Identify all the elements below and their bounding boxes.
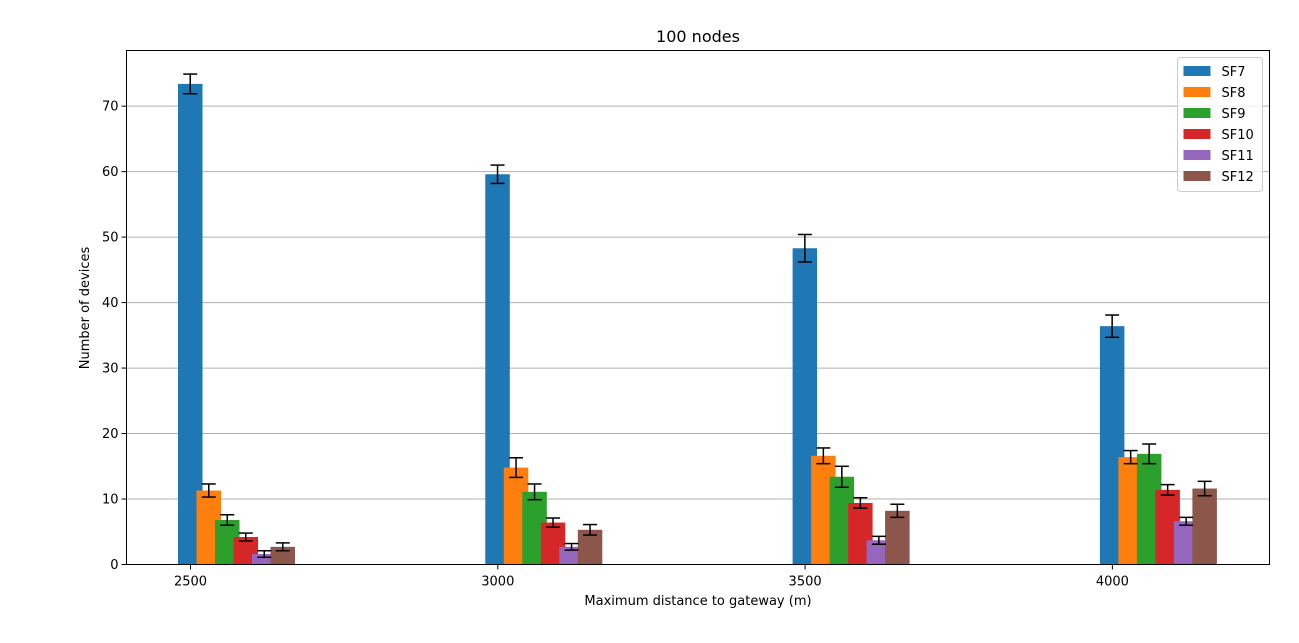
plot-frame — [126, 50, 1270, 565]
y-tick-label: 60 — [102, 165, 119, 180]
legend-swatch-sf10 — [1183, 129, 1211, 139]
gridlines — [126, 105, 1270, 500]
legend-swatch-sf9 — [1183, 108, 1211, 118]
y-tick-label: 20 — [102, 427, 119, 442]
bar-sf11-3000 — [559, 546, 584, 565]
legend-label-sf8: SF8 — [1222, 86, 1246, 101]
x-tick-label: 2500 — [174, 575, 207, 590]
x-axis: 2500 3000 3500 4000 — [174, 564, 1129, 590]
bar-sf11-2500 — [252, 554, 277, 565]
y-axis-label: Number of devices — [78, 247, 93, 370]
y-tick-label: 40 — [102, 296, 119, 311]
bar-sf12-3500 — [885, 510, 910, 565]
bars-group — [178, 83, 1217, 565]
legend-swatch-sf12 — [1183, 171, 1211, 181]
y-tick-label: 30 — [102, 362, 119, 377]
legend: SF7 SF8 SF9 SF10 SF11 SF12 — [1177, 57, 1263, 192]
y-tick-label: 70 — [102, 100, 119, 115]
legend-swatch-sf11 — [1183, 150, 1211, 160]
x-tick-label: 3500 — [789, 575, 822, 590]
y-tick-label: 0 — [110, 558, 118, 573]
legend-swatch-sf8 — [1183, 87, 1211, 97]
bar-sf7-2500 — [178, 83, 203, 565]
x-tick-label: 4000 — [1096, 575, 1129, 590]
chart-title: 100 nodes — [656, 27, 740, 46]
y-axis: 0 10 20 30 40 50 60 70 — [102, 100, 127, 573]
x-tick-label: 3000 — [481, 575, 514, 590]
legend-label-sf7: SF7 — [1222, 65, 1246, 80]
legend-label-sf10: SF10 — [1222, 128, 1254, 143]
legend-swatch-sf7 — [1183, 66, 1211, 76]
legend-label-sf9: SF9 — [1222, 107, 1246, 122]
legend-label-sf11: SF11 — [1222, 149, 1254, 164]
y-tick-label: 10 — [102, 493, 119, 508]
bar-sf12-4000 — [1192, 488, 1217, 565]
y-tick-label: 50 — [102, 231, 119, 246]
x-axis-label: Maximum distance to gateway (m) — [584, 594, 811, 609]
error-bars-group — [183, 73, 1212, 559]
legend-label-sf12: SF12 — [1222, 170, 1254, 185]
